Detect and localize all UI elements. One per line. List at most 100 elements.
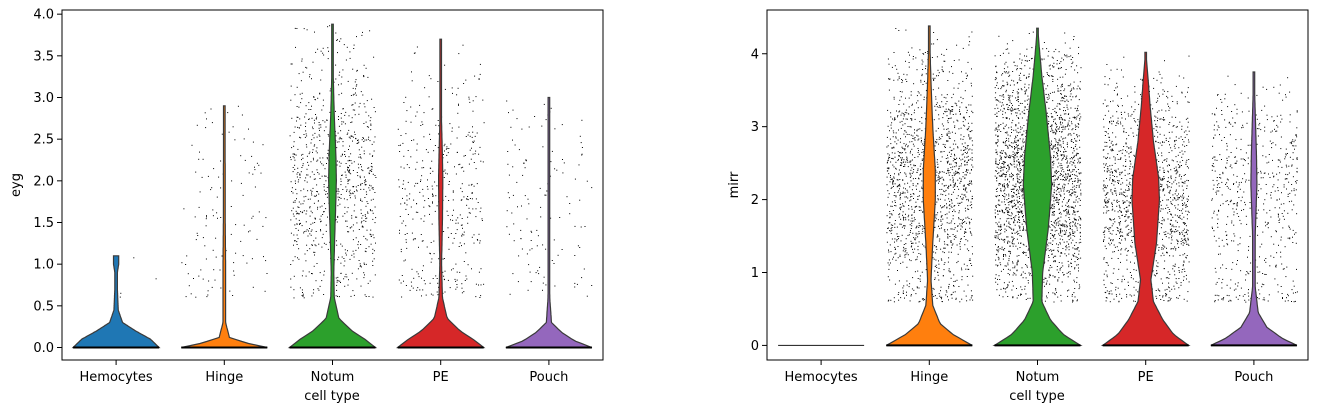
data-point [1017,298,1018,299]
data-point [306,105,307,106]
data-point [306,231,307,232]
data-point [517,118,518,119]
data-point [306,213,307,214]
data-point [971,169,972,170]
data-point [947,161,948,162]
data-point [356,95,357,96]
data-point [898,130,899,131]
data-point [1013,130,1014,131]
data-point [1080,205,1081,206]
data-point [940,151,941,152]
data-point [936,218,937,219]
data-point [953,218,954,219]
data-point [949,175,950,176]
data-point [904,143,905,144]
data-point [355,138,356,139]
data-point [1015,225,1016,226]
data-point [360,157,361,158]
data-point [371,244,372,245]
data-point [996,105,997,106]
data-point [939,105,940,106]
data-point [899,100,900,101]
data-point [1012,96,1013,97]
data-point [951,240,952,241]
data-point [1078,123,1079,124]
data-point [338,197,339,198]
data-point [934,78,935,79]
data-point [888,168,889,169]
data-point [404,260,405,261]
data-point [346,255,347,256]
data-point [951,194,952,195]
data-point [1068,212,1069,213]
data-point [317,169,318,170]
data-point [294,216,295,217]
data-point [1059,184,1060,185]
data-point [347,211,348,212]
data-point [341,175,342,176]
data-point [446,155,447,156]
data-point [1051,251,1052,252]
data-point [1054,214,1055,215]
data-point [945,144,946,145]
data-point [1051,207,1052,208]
data-point [918,234,919,235]
data-point [338,133,339,134]
data-point [476,96,477,97]
data-point [909,173,910,174]
data-point [1054,92,1055,93]
data-point [375,222,376,223]
data-point [294,165,295,166]
data-point [120,297,121,298]
data-point [1054,234,1055,235]
data-point [971,181,972,182]
data-point [939,268,940,269]
data-point [969,139,970,140]
data-point [1054,211,1055,212]
data-point [1025,107,1026,108]
data-point [339,72,340,73]
data-point [528,199,529,200]
data-point [1061,86,1062,87]
data-point [972,160,973,161]
data-point [416,203,417,204]
data-point [940,107,941,108]
data-point [922,201,923,202]
data-point [943,144,944,145]
data-point [421,278,422,279]
data-point [303,163,304,164]
data-point [893,80,894,81]
data-point [1056,173,1057,174]
data-point [905,219,906,220]
data-point [958,205,959,206]
data-point [948,168,949,169]
data-point [889,64,890,65]
data-point [966,153,967,154]
data-point [427,179,428,180]
data-point [322,237,323,238]
data-point [320,80,321,81]
data-point [971,265,972,266]
data-point [371,99,372,100]
x-tick-label: PE [433,370,449,385]
data-point [954,140,955,141]
data-point [905,254,906,255]
data-point [914,212,915,213]
data-point [373,57,374,58]
data-point [1077,196,1078,197]
data-point [448,148,449,149]
data-point [948,188,949,189]
data-point [352,273,353,274]
data-point [965,195,966,196]
data-point [1054,206,1055,207]
data-point [436,185,437,186]
data-point [1061,301,1062,302]
data-point [360,164,361,165]
data-point [890,177,891,178]
data-point [1018,159,1019,160]
data-point [366,122,367,123]
data-point [963,197,964,198]
data-point [361,286,362,287]
y-tick-label: 3.0 [33,91,54,106]
data-point [348,130,349,131]
